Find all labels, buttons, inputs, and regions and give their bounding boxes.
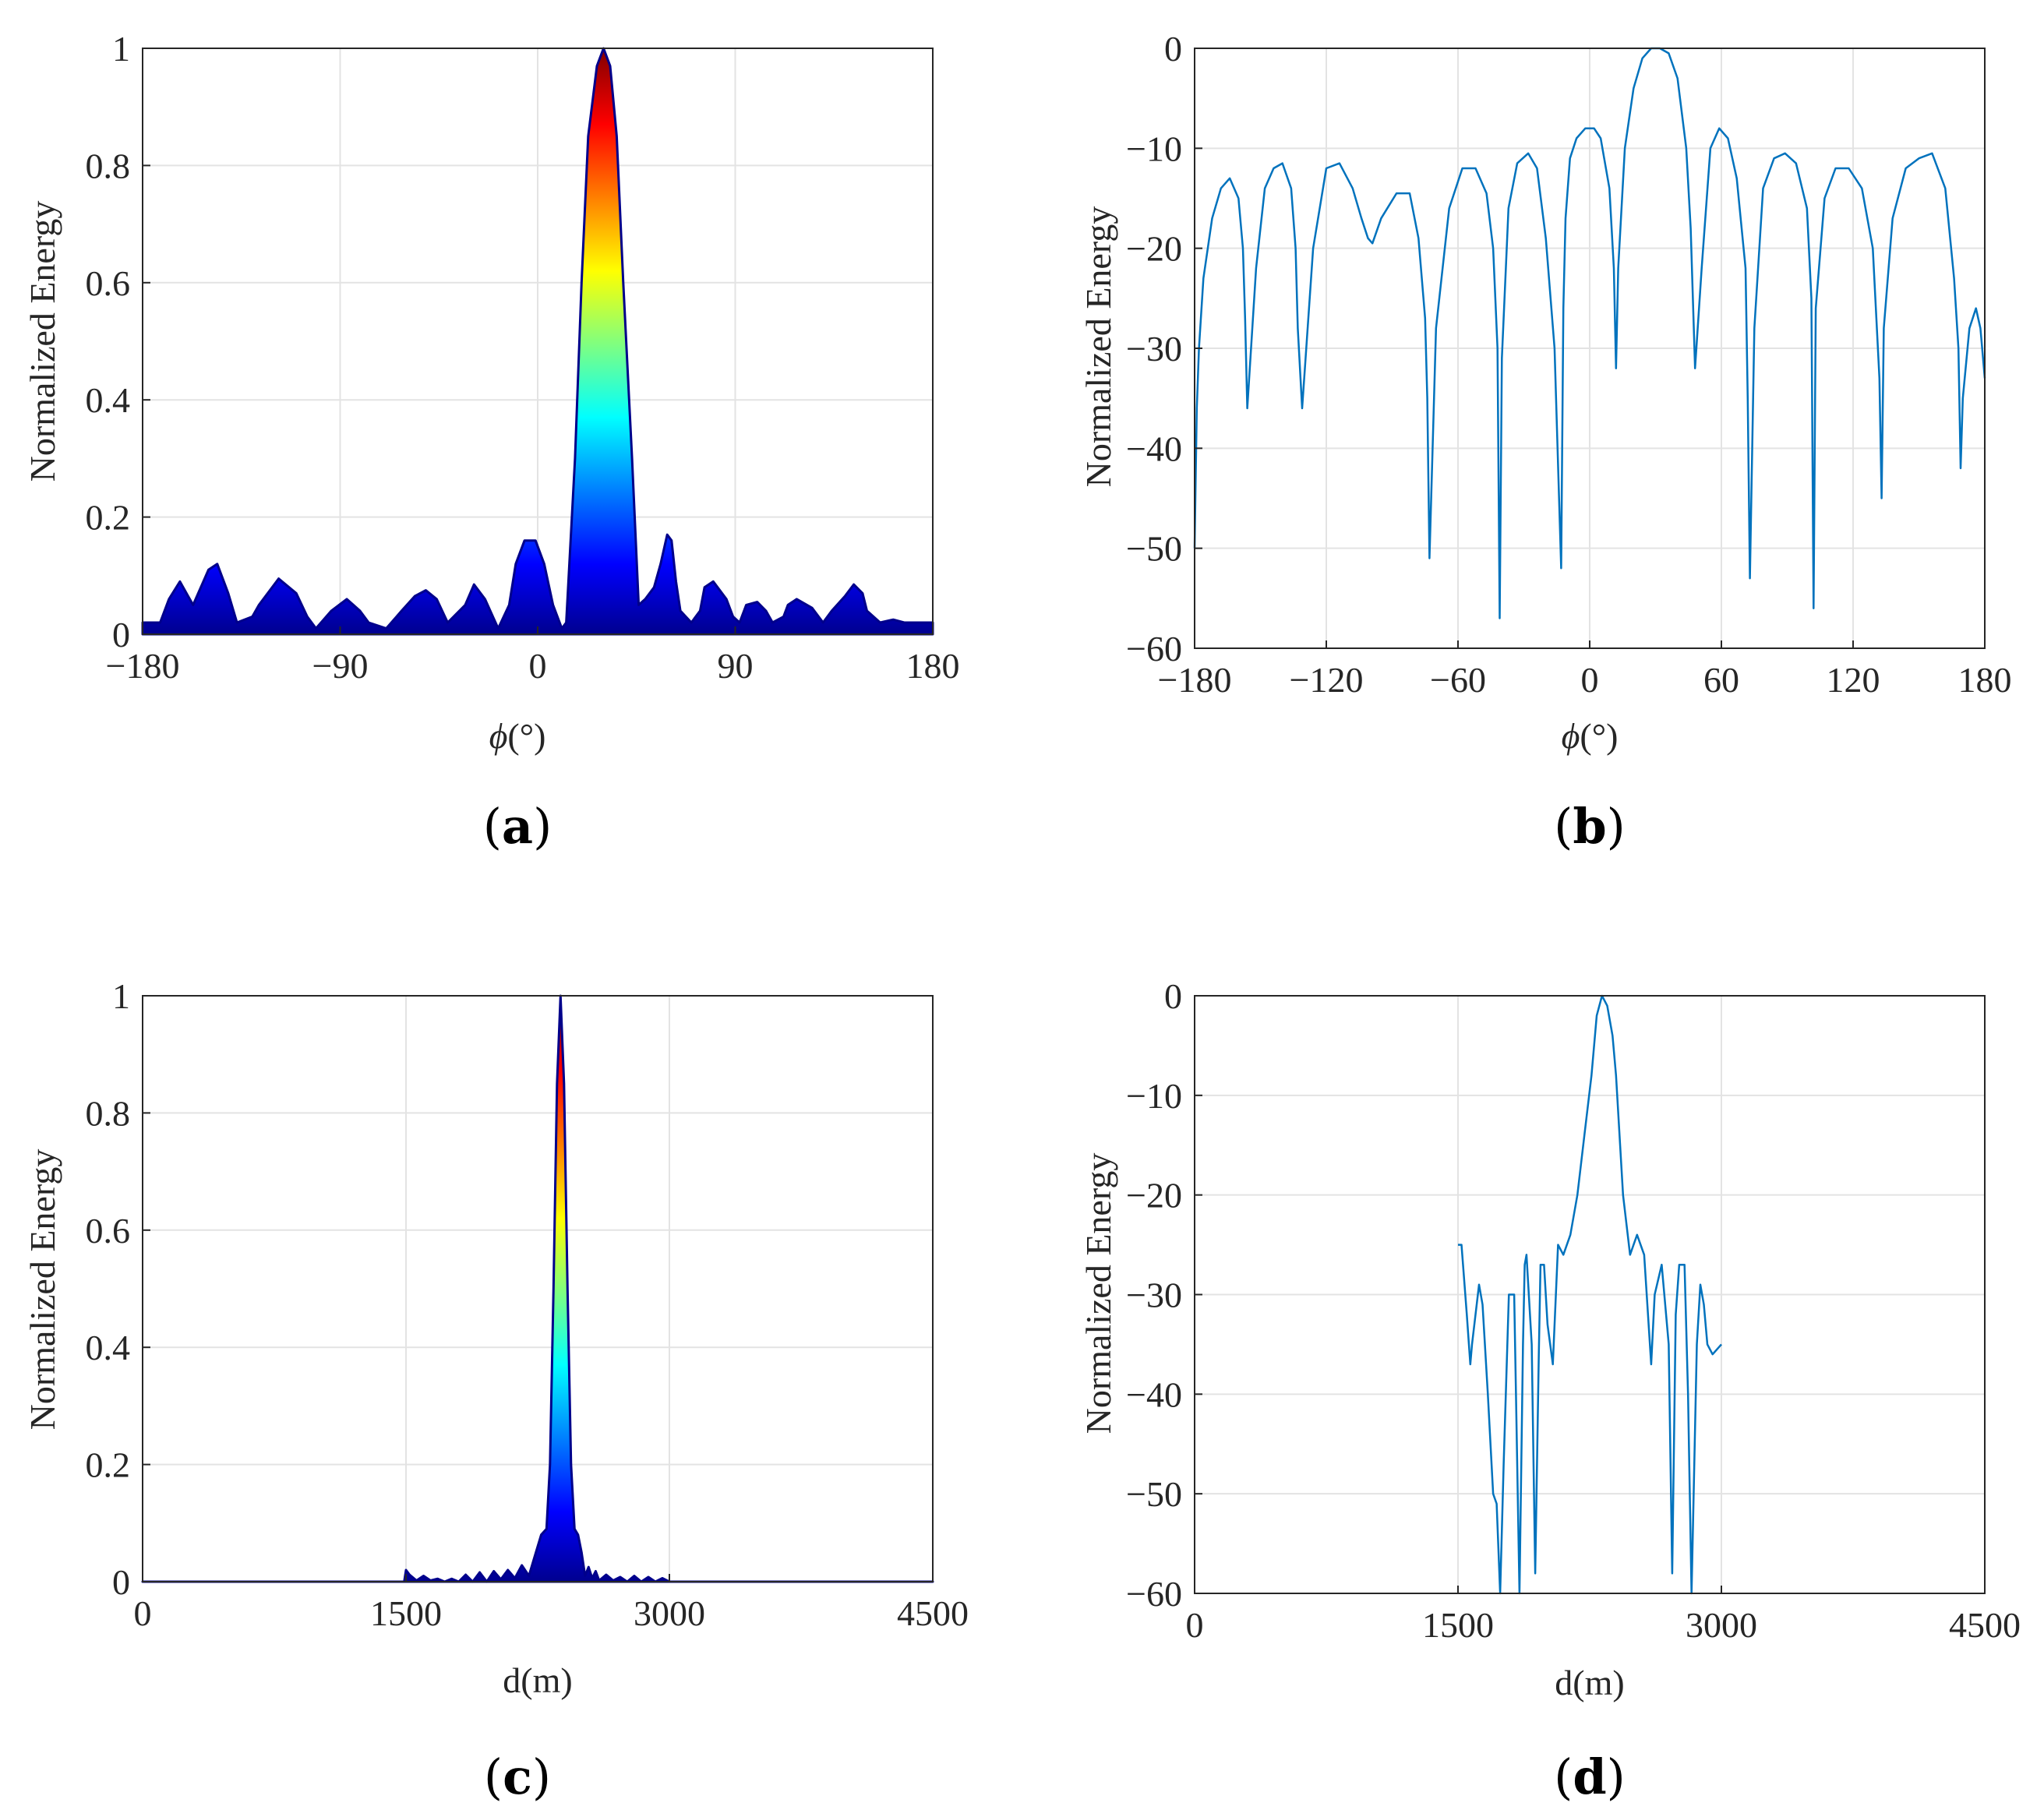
x-axis-label: d(m)	[503, 1660, 572, 1700]
y-tick-label: −40	[1126, 429, 1182, 468]
x-tick-label: 3000	[1686, 1605, 1757, 1645]
y-tick-label: 0.2	[86, 498, 131, 538]
x-tick-label: −120	[1290, 660, 1364, 700]
y-tick-label: −30	[1126, 1275, 1182, 1315]
x-tick-label: 180	[906, 646, 960, 686]
x-tick-label: 4500	[1949, 1605, 2021, 1645]
y-tick-label: 1	[112, 976, 130, 1016]
panel-caption: (b)	[1554, 798, 1626, 855]
x-tick-label: 0	[1581, 660, 1599, 700]
y-tick-labels: −60 −50 −40 −30 −20 −10 0	[1126, 976, 1202, 1614]
energy-line	[1458, 994, 1722, 1595]
axes-box	[142, 995, 934, 1582]
x-tick-label: 4500	[897, 1593, 969, 1633]
series-line	[1193, 47, 1986, 619]
y-tick-label: 0.6	[86, 263, 131, 303]
y-tick-label: −10	[1126, 129, 1182, 168]
x-tick-label: 180	[1958, 660, 2012, 700]
x-tick-label: 1500	[370, 1593, 442, 1633]
energy-area	[141, 47, 934, 636]
y-tick-labels: 0 0.2 0.4 0.6 0.8 1	[86, 29, 150, 654]
x-axis-label: d(m)	[1555, 1663, 1624, 1702]
y-tick-label: −20	[1126, 1176, 1182, 1215]
x-axis-label: ϕ(°)	[1562, 716, 1619, 756]
plot-background	[143, 996, 933, 1582]
y-axis-label: Normalized Energy	[23, 201, 62, 482]
y-tick-label: 0.4	[86, 1328, 131, 1367]
x-tick-label: 3000	[634, 1593, 705, 1633]
y-tick-label: 0	[1164, 29, 1182, 69]
x-tick-label: −180	[1158, 660, 1232, 700]
x-tick-label: −90	[312, 646, 369, 686]
y-tick-label: −60	[1126, 1574, 1182, 1614]
panel-a: −180 −90 0 90 180 0 0.2 0.4 0.6 0.8 1 ϕ(°) Normal…	[23, 29, 960, 855]
x-tick-labels: −180 −120 −60 0 60 120 180	[1158, 640, 2012, 700]
y-tick-label: 0.4	[86, 380, 131, 420]
y-tick-label: 0.2	[86, 1445, 131, 1485]
y-axis-label: Normalized Energy	[23, 1149, 62, 1431]
x-tick-labels: −180 −90 0 90 180	[106, 626, 960, 686]
y-tick-label: 0.6	[86, 1211, 131, 1251]
y-tick-label: −50	[1126, 529, 1182, 569]
y-tick-label: −60	[1126, 629, 1182, 669]
x-tick-label: 1500	[1422, 1605, 1494, 1645]
panel-caption: (c)	[484, 1748, 551, 1805]
panel-d: 0 1500 3000 4500 −60 −50 −40 −30 −20 −10 0 d(m) N…	[1078, 976, 2021, 1805]
x-tick-label: 90	[718, 646, 754, 686]
y-tick-label: 0	[1164, 976, 1182, 1016]
y-tick-label: −10	[1126, 1076, 1182, 1116]
y-tick-label: 0.8	[86, 146, 131, 185]
panel-caption: (a)	[483, 798, 552, 855]
y-tick-label: 0	[112, 1562, 130, 1602]
x-tick-label: 0	[529, 646, 547, 686]
y-axis-label: Normalized Energy	[1078, 1153, 1118, 1434]
y-tick-labels: −60 −50 −40 −30 −20 −10 0	[1126, 29, 1202, 669]
x-tick-labels: 0 1500 3000 4500	[1186, 1586, 2021, 1645]
energy-area	[141, 994, 934, 1583]
y-tick-label: −50	[1126, 1474, 1182, 1514]
y-axis-label: Normalized Energy	[1078, 206, 1118, 488]
x-tick-label: −180	[106, 646, 180, 686]
x-tick-label: 120	[1827, 660, 1880, 700]
series-area	[141, 47, 934, 636]
x-tick-label: 60	[1703, 660, 1739, 700]
panel-b: −180 −120 −60 0 60 120 180 −60 −50 −40 −30 −20 −10 0…	[1078, 29, 2012, 855]
y-tick-label: 0	[112, 615, 130, 654]
energy-line	[1193, 47, 1986, 619]
x-tick-labels: 0 1500 3000 4500	[134, 1574, 969, 1633]
x-tick-label: −60	[1430, 660, 1486, 700]
series-line	[1458, 994, 1722, 1595]
y-tick-label: −20	[1126, 229, 1182, 269]
y-tick-label: −30	[1126, 329, 1182, 369]
panel-c: 0 1500 3000 4500 0 0.2 0.4 0.6 0.8 1 d(m) Normal…	[23, 976, 969, 1805]
x-tick-label: 0	[1186, 1605, 1204, 1645]
y-tick-label: 0.8	[86, 1093, 131, 1133]
panel-caption: (d)	[1554, 1748, 1626, 1805]
y-tick-label: −40	[1126, 1374, 1182, 1414]
y-tick-label: 1	[112, 29, 130, 69]
series-area	[141, 994, 934, 1583]
y-tick-labels: 0 0.2 0.4 0.6 0.8 1	[86, 976, 150, 1602]
x-tick-label: 0	[134, 1593, 152, 1633]
x-axis-label: ϕ(°)	[489, 716, 546, 756]
